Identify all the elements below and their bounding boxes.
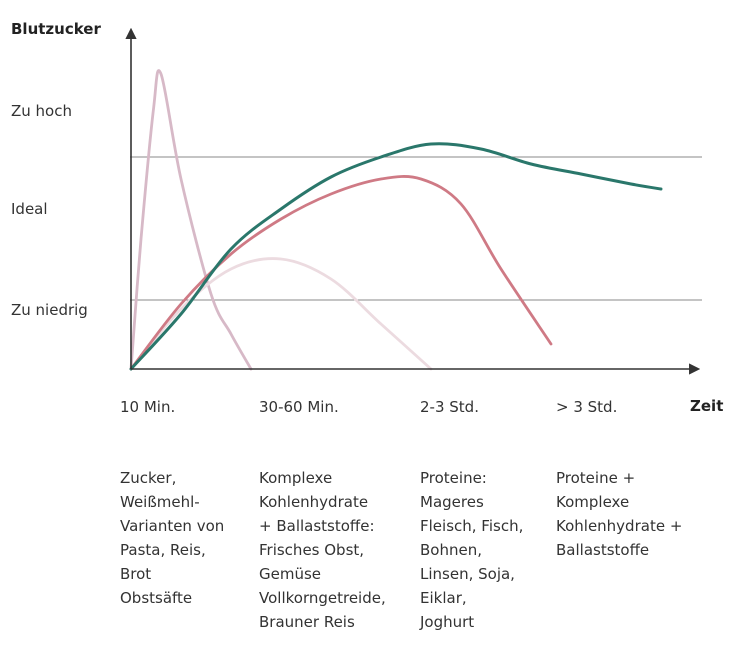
series-line-1 — [129, 69, 253, 371]
series-layer — [129, 69, 663, 371]
series-line-3 — [129, 175, 553, 371]
food-group-description-4: Proteine + Komplexe Kohlenhydrate + Ball… — [556, 469, 683, 559]
y-level-label-high: Zu hoch — [11, 102, 72, 120]
x-tick-label-10min: 10 Min. — [120, 398, 176, 416]
y-level-label-ideal: Ideal — [11, 200, 48, 218]
food-group-description-2: Komplexe Kohlenhydrate + Ballaststoffe: … — [259, 469, 386, 631]
food-group-description-3: Proteine: Mageres Fleisch, Fisch, Bohnen… — [420, 469, 524, 631]
series-line-2 — [129, 257, 433, 371]
x-axis-title: Zeit — [690, 397, 724, 415]
food-group-description-1: Zucker, Weißmehl- Varianten von Pasta, R… — [120, 469, 225, 607]
x-tick-label-30-60min: 30-60 Min. — [259, 398, 339, 416]
y-axis-title: Blutzucker — [11, 20, 101, 38]
x-tick-label-over-3std: > 3 Std. — [556, 398, 618, 416]
series-line-4 — [129, 142, 663, 371]
y-level-label-low: Zu niedrig — [11, 301, 88, 319]
x-tick-label-2-3std: 2-3 Std. — [420, 398, 479, 416]
